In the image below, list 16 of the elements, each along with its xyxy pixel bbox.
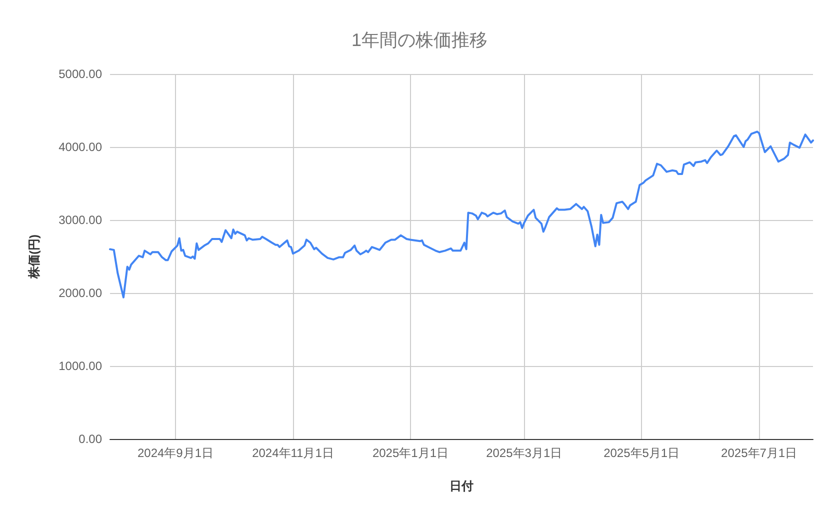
y-tick-label: 1000.00	[58, 359, 102, 373]
y-axis-title: 株価(円)	[27, 234, 41, 280]
x-tick-label: 2025年1月1日	[372, 446, 448, 460]
x-tick-label: 2025年7月1日	[721, 446, 798, 460]
x-tick-label: 2025年3月1日	[486, 446, 562, 460]
line-series	[109, 130, 814, 298]
x-tick-label: 2024年11月1日	[252, 446, 334, 460]
x-tick-label: 2025年5月1日	[604, 446, 680, 460]
y-tick-label: 0.00	[78, 432, 102, 446]
y-tick-label: 5000.00	[58, 67, 102, 81]
x-axis-title: 日付	[450, 479, 474, 493]
y-tick-label: 3000.00	[58, 213, 102, 227]
y-tick-label: 4000.00	[58, 140, 102, 154]
y-tick-label: 2000.00	[58, 286, 102, 300]
chart-title: 1年間の株価推移	[351, 30, 488, 50]
x-tick-label: 2024年9月1日	[137, 446, 214, 460]
